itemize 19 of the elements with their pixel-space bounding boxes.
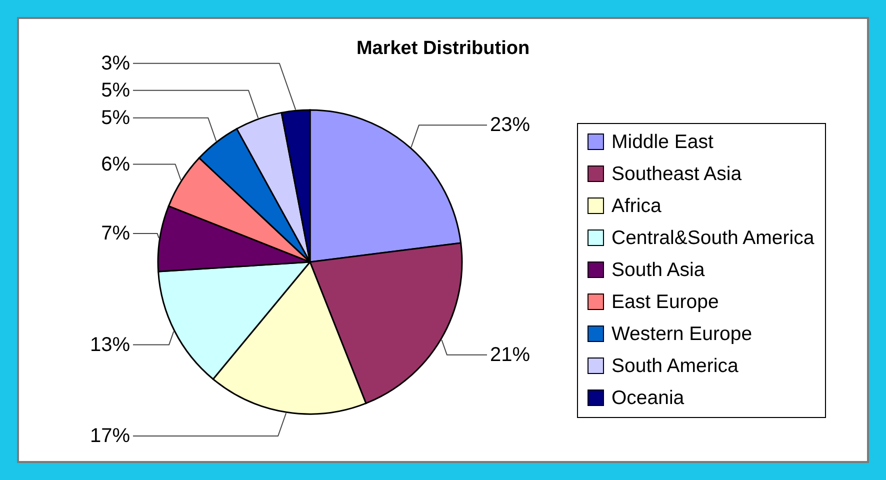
- legend-label: Oceania: [612, 386, 684, 409]
- legend-label: Africa: [612, 194, 662, 217]
- legend-label: East Europe: [612, 290, 719, 313]
- legend-label: Western Europe: [612, 322, 752, 345]
- data-label: 7%: [101, 222, 130, 244]
- chart-title: Market Distribution: [356, 38, 530, 59]
- legend-label: South Asia: [612, 258, 705, 281]
- data-label: 17%: [90, 425, 130, 447]
- legend-label: Middle East: [612, 130, 714, 153]
- legend-label: South America: [612, 354, 738, 377]
- data-label: 5%: [101, 106, 130, 129]
- data-label: 23%: [490, 114, 530, 136]
- data-label: 5%: [101, 79, 130, 102]
- data-label: 3%: [101, 52, 130, 74]
- legend-label: Southeast Asia: [612, 162, 742, 185]
- data-label: 6%: [101, 153, 130, 176]
- data-label: 13%: [90, 334, 130, 356]
- legend-label: Central&South America: [612, 226, 814, 249]
- data-label: 21%: [490, 344, 530, 366]
